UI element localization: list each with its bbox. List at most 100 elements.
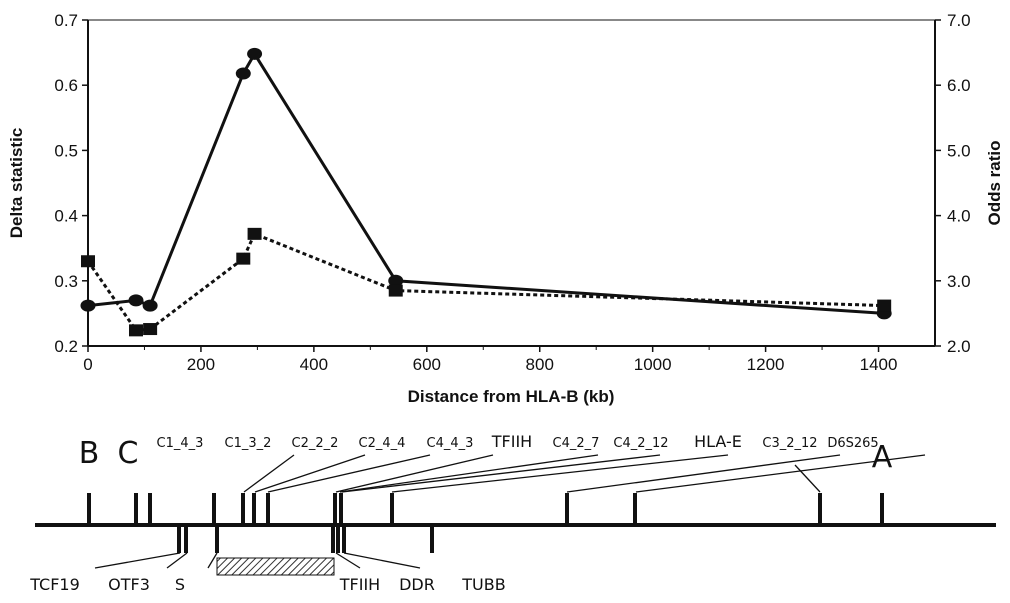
gene-marker-top	[339, 493, 343, 524]
gene-label-bottom: OTF3	[108, 575, 150, 594]
series-1-point-square	[81, 255, 95, 268]
y2-tick-label: 7.0	[947, 11, 971, 30]
gene-label-top: C2_2_2	[292, 436, 339, 451]
y-tick-label: 0.4	[54, 207, 78, 226]
x-tick-label: 800	[526, 355, 554, 374]
gene-marker-top	[148, 493, 152, 524]
plot-area: 0 200 400 600 800 1000 1200 1400 0.2 0.3 0.4 0.5 0.6…	[54, 11, 970, 374]
series-0-point-circle	[247, 47, 263, 60]
gene-connector-top	[635, 454, 926, 493]
gene-label-top: C2_4_4	[359, 436, 406, 451]
y2-tick-label: 3.0	[947, 272, 971, 291]
x-tick-label: 200	[187, 355, 215, 374]
gene-label-bottom: TCF19	[29, 575, 80, 594]
y2-axis-title: Odds ratio	[985, 140, 1004, 225]
series-1-point-square	[128, 324, 143, 337]
gene-connector-bottom	[207, 552, 218, 569]
gene-label-top: C1_4_3	[157, 436, 204, 451]
x-axis-title: Distance from HLA-B (kb)	[408, 387, 615, 406]
y2-tick-label: 6.0	[947, 76, 971, 95]
series-1-point-square	[247, 227, 262, 240]
gene-connector-top	[339, 454, 599, 493]
series-1-point-square	[388, 284, 403, 297]
series-0-point-circle	[235, 67, 251, 80]
gene-label-bottom: S	[175, 575, 185, 594]
y2-tick-label: 5.0	[947, 141, 971, 160]
series-layer	[80, 47, 892, 337]
y-axis-title: Delta statistic	[7, 128, 26, 239]
gene-connector-bottom	[335, 552, 361, 569]
gene-connector-bottom	[166, 552, 188, 569]
x-tick-label: 0	[83, 355, 92, 374]
gene-label-top: C4_2_12	[613, 436, 668, 451]
gene-label-top: C4_4_3	[427, 436, 474, 451]
gene-connector-top	[341, 454, 661, 493]
hatched-region	[216, 557, 335, 576]
gene-marker-bottom	[177, 526, 181, 553]
gene-label-top: TFIIH	[491, 432, 532, 451]
gene-label-bottom: DDR	[399, 575, 435, 594]
gene-marker-top	[212, 493, 216, 524]
x-tick-label: 1200	[747, 355, 785, 374]
y-tick-label: 0.7	[54, 11, 78, 30]
gene-connector-top	[335, 454, 494, 493]
gene-label-top: HLA-E	[694, 432, 742, 451]
gene-marker-top	[390, 493, 394, 524]
ticks: 0 200 400 600 800 1000 1200 1400 0.2 0.3 0.4 0.5 0.6…	[54, 11, 970, 374]
y-tick-label: 0.5	[54, 141, 78, 160]
gene-marker-top	[252, 493, 256, 524]
gene-marker-bottom	[184, 526, 188, 553]
gene-marker-bottom	[215, 526, 219, 553]
gene-connector-bottom	[343, 552, 421, 569]
gene-connector-top	[566, 454, 841, 493]
gene-marker-top	[241, 493, 245, 524]
gene-marker-top	[880, 493, 884, 524]
x-tick-label: 1400	[860, 355, 898, 374]
y2-tick-label: 2.0	[947, 337, 971, 356]
gene-connector-top	[254, 454, 366, 493]
gene-marker-top	[134, 493, 138, 524]
gene-label-top: C1_3_2	[225, 436, 272, 451]
gene-label-top: C	[118, 436, 139, 471]
gene-marker-bottom	[336, 526, 340, 553]
gene-label-top: A	[872, 440, 893, 475]
x-tick-label: 400	[300, 355, 328, 374]
series-1-point-square	[143, 323, 158, 336]
x-tick-label: 1000	[634, 355, 672, 374]
gene-marker-bottom	[342, 526, 346, 553]
gene-connector-top	[267, 454, 431, 493]
series-0-point-circle	[128, 294, 144, 307]
gene-label-bottom: TFIIH	[339, 575, 380, 594]
gene-marker-top	[565, 493, 569, 524]
series-1-point-square	[236, 252, 251, 265]
y-tick-label: 0.2	[54, 337, 78, 356]
series-0-point-circle	[80, 299, 96, 312]
y2-tick-label: 4.0	[947, 207, 971, 226]
gene-label-top: C4_2_7	[553, 436, 600, 451]
y-tick-label: 0.6	[54, 76, 78, 95]
x-tick-label: 600	[413, 355, 441, 374]
gene-label-top: B	[79, 436, 100, 471]
series-0-line	[87, 50, 885, 315]
gene-connector-top	[391, 454, 729, 493]
series-0-point-circle	[142, 299, 158, 312]
gene-marker-bottom	[331, 526, 335, 553]
gene-marker-top	[266, 493, 270, 524]
gene-connector-top	[794, 464, 821, 493]
gene-marker-top	[633, 493, 637, 524]
gene-label-top: C3_2_12	[762, 436, 817, 451]
gene-label-top: D6S265	[827, 436, 878, 451]
y-tick-label: 0.3	[54, 272, 78, 291]
series-1-line	[86, 231, 885, 332]
gene-marker-bottom	[430, 526, 434, 553]
gene-connector-bottom	[94, 552, 181, 569]
series-1-point-square	[877, 299, 892, 312]
gene-marker-top	[818, 493, 822, 524]
gene-map: B C C1_4_3 C1_3_2 C2_2_2 C2_4_4 C4_4_3 TFIIH C4_…	[29, 432, 996, 594]
gene-marker-top	[87, 493, 91, 524]
gene-label-bottom: TUBB	[461, 575, 505, 594]
gene-connector-top	[243, 454, 295, 493]
gene-marker-top	[333, 493, 337, 524]
series-0-point-circle	[388, 274, 404, 287]
